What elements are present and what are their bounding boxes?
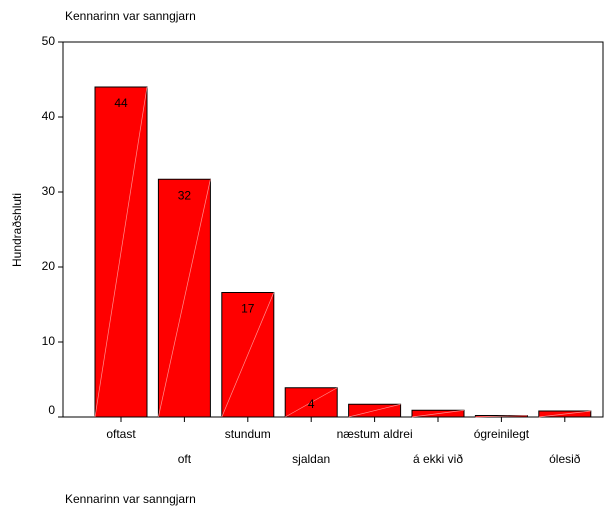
bar-highlight	[158, 179, 211, 418]
y-tick-label: 50	[42, 34, 56, 48]
bar-highlight	[538, 410, 591, 418]
bar-highlight	[221, 292, 275, 418]
value-label: 17	[241, 302, 255, 316]
x-tick-label: á ekki við	[413, 452, 463, 466]
bar-highlight	[475, 415, 528, 418]
chart-title: Kennarinn var sanngjarn	[65, 9, 196, 23]
x-axis-label: Kennarinn var sanngjarn	[65, 492, 196, 506]
x-tick-label: oft	[178, 452, 192, 466]
y-tick-label: 30	[42, 184, 56, 198]
x-tick-label: sjaldan	[292, 452, 330, 466]
y-tick-label: 40	[42, 109, 56, 123]
x-tick-label: næstum aldrei	[337, 427, 413, 441]
value-label: 32	[178, 188, 192, 202]
y-tick-label: 20	[42, 259, 56, 273]
value-label: 4	[308, 397, 315, 411]
x-tick-label: ógreinilegt	[474, 427, 530, 441]
x-tick-label: stundum	[225, 427, 271, 441]
bar-highlight	[411, 409, 465, 418]
y-tick-label: 10	[42, 334, 56, 348]
value-label: 44	[114, 96, 128, 110]
bar-highlight	[348, 403, 401, 418]
x-tick-label: oftast	[106, 427, 136, 441]
x-tick-label: ólesið	[549, 452, 581, 466]
y-axis-label: Hundraðshluti	[10, 193, 24, 267]
bar-highlight	[94, 86, 148, 418]
bar-highlight	[285, 387, 338, 418]
y-tick-label: 0	[48, 403, 55, 417]
